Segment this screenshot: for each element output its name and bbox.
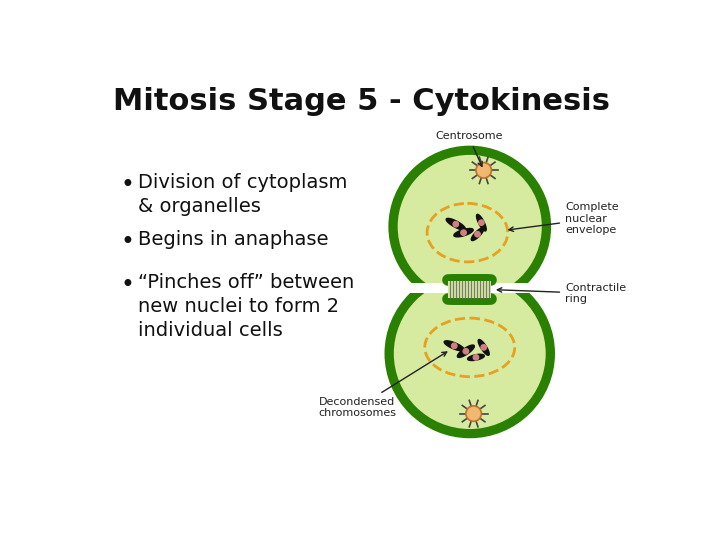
Circle shape [481,345,487,350]
Circle shape [474,232,480,237]
Circle shape [451,343,457,348]
Bar [448,276,492,281]
Circle shape [453,221,459,227]
Circle shape [384,269,555,438]
Text: •: • [121,231,135,254]
Text: •: • [121,273,135,296]
Polygon shape [478,340,489,355]
Polygon shape [467,354,485,361]
Circle shape [466,406,482,421]
Text: Begins in anaphase: Begins in anaphase [138,231,328,249]
Circle shape [394,278,546,429]
Polygon shape [454,228,473,237]
Polygon shape [472,228,484,240]
Polygon shape [457,345,474,357]
Bar [388,284,551,293]
Bar [448,280,492,299]
Circle shape [463,348,469,354]
Circle shape [476,163,492,178]
Text: •: • [121,173,135,197]
Text: “Pinches off” between
new nuclei to form 2
individual cells: “Pinches off” between new nuclei to form… [138,273,354,340]
Polygon shape [444,341,464,351]
Text: Mitosis Stage 5 - Cytokinesis: Mitosis Stage 5 - Cytokinesis [113,87,611,116]
Polygon shape [446,218,465,230]
Circle shape [397,155,542,298]
Circle shape [388,146,551,307]
Text: Centrosome: Centrosome [435,131,503,166]
Text: Division of cytoplasm
& organelles: Division of cytoplasm & organelles [138,173,348,216]
Circle shape [479,220,484,225]
Polygon shape [477,214,486,231]
Circle shape [461,230,467,235]
Text: Decondensed
chromosomes: Decondensed chromosomes [319,352,446,419]
Text: Contractile
ring: Contractile ring [498,283,626,305]
Circle shape [473,355,479,360]
Text: Complete
nuclear
envelope: Complete nuclear envelope [509,202,618,235]
Bar [448,298,492,303]
